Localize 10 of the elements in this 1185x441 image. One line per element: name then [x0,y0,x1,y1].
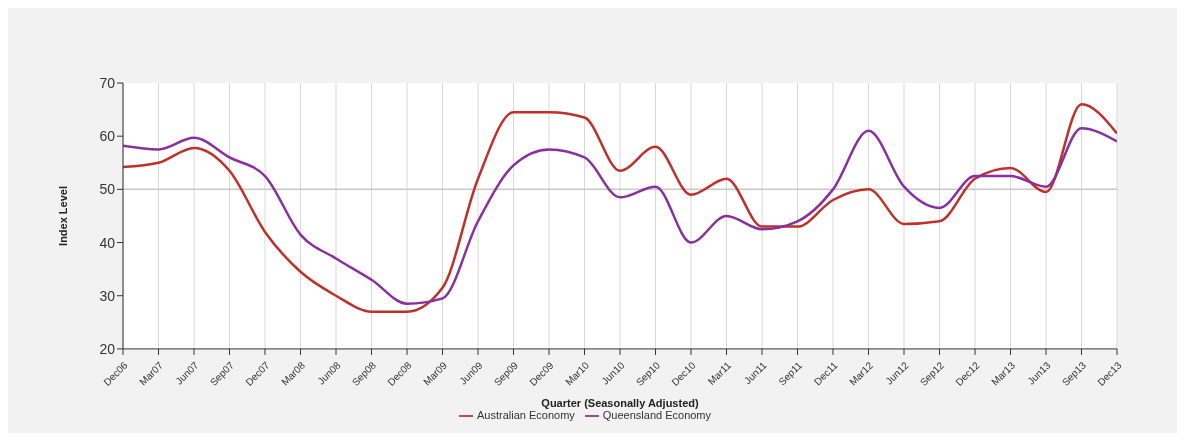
legend-label: Queensland Economy [602,408,712,421]
x-axis-title: Quarter (Seasonally Adjusted) [541,396,699,409]
y-tick-label: 40 [99,234,116,251]
y-tick-label: 50 [99,181,116,198]
y-tick-label: 70 [99,74,116,91]
y-axis-title: Index Level [56,185,69,246]
y-tick-label: 30 [99,287,116,304]
legend-label: Australian Economy [476,408,575,421]
y-tick-label: 20 [99,340,116,357]
y-tick-label: 60 [99,128,116,145]
